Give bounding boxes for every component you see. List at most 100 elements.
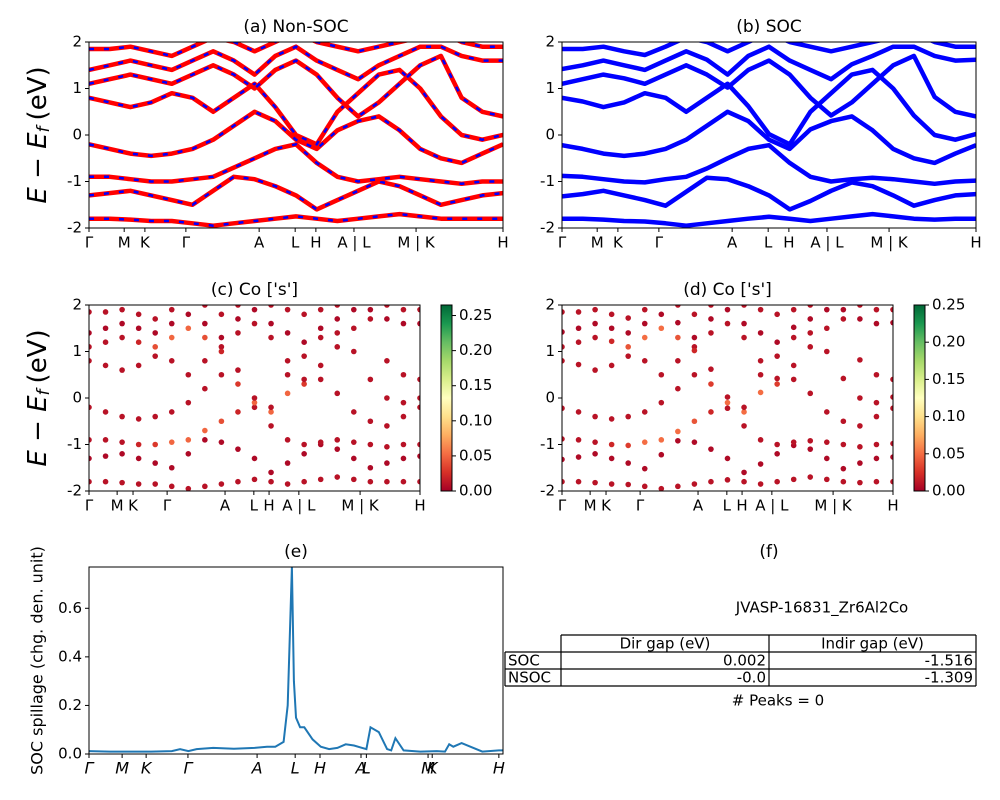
band-point — [675, 358, 681, 364]
x-tick-label: H — [414, 497, 425, 515]
x-tick-label: L — [764, 234, 773, 252]
band-point — [575, 437, 582, 443]
band-point — [873, 371, 880, 378]
band-point — [102, 325, 109, 332]
band-point — [317, 325, 324, 332]
band-point — [857, 305, 863, 308]
x-tick-label: Γ — [182, 234, 191, 252]
y-tick-label: 0 — [72, 126, 82, 144]
band-point — [284, 390, 291, 397]
x-tick-label: Γ — [163, 497, 172, 515]
x-tick-label: A — [251, 759, 263, 778]
band-point — [168, 334, 175, 341]
band-point — [774, 478, 780, 485]
band-point — [724, 394, 731, 400]
band-point — [724, 455, 731, 462]
band-point — [301, 441, 307, 448]
band-point — [202, 483, 208, 490]
band-point — [608, 455, 615, 462]
band-point — [334, 390, 341, 397]
band-point — [691, 311, 698, 318]
band-point — [351, 455, 357, 462]
band-point — [658, 451, 665, 458]
band-point — [807, 390, 814, 397]
band-line — [562, 44, 976, 82]
band-point — [890, 394, 893, 400]
band-point — [301, 381, 307, 387]
band-point — [873, 399, 880, 406]
y-tick-label: 1 — [72, 79, 82, 97]
band-point — [168, 306, 175, 313]
band-point — [135, 362, 142, 369]
band-point — [284, 437, 291, 443]
y-tick-label: 0 — [545, 126, 555, 144]
band-point — [102, 309, 109, 315]
band-dash — [89, 142, 503, 186]
panel-title: (d) Co ['s'] — [683, 280, 772, 300]
x-tick-label: H — [493, 759, 505, 778]
band-point — [102, 478, 109, 485]
band-point — [857, 316, 863, 322]
band-point — [575, 339, 582, 346]
band-point — [790, 334, 797, 341]
band-point — [757, 437, 764, 443]
band-point — [400, 441, 407, 448]
band-point — [417, 441, 420, 448]
band-point — [840, 465, 847, 472]
band-point — [367, 478, 374, 485]
band-point — [824, 348, 830, 355]
colorbar-tick-label: 0.00 — [932, 482, 965, 500]
band-point — [119, 367, 125, 373]
band-point — [575, 409, 582, 415]
band-point — [625, 413, 631, 420]
band-point — [790, 476, 797, 483]
y-tick-label: -2 — [540, 219, 555, 237]
band-point — [400, 399, 407, 406]
band-point — [185, 485, 192, 491]
band-point — [625, 330, 631, 336]
band-point — [592, 439, 598, 445]
band-point — [218, 344, 225, 350]
band-point — [417, 306, 420, 313]
band-point — [218, 481, 225, 487]
band-point — [608, 416, 615, 422]
y-tick-label: 2 — [545, 296, 555, 314]
y-label-unit: (eV) — [23, 66, 53, 120]
band-line — [562, 142, 976, 187]
band-point — [641, 306, 648, 313]
y-tick-label: -2 — [67, 482, 82, 500]
x-tick-label: M — [584, 497, 597, 515]
band-line — [562, 42, 976, 58]
band-point — [774, 451, 780, 457]
colorbar-tick-label: 0.15 — [932, 370, 965, 388]
band-point — [400, 371, 407, 378]
band-point — [317, 362, 324, 369]
band-point — [592, 306, 598, 313]
band-point — [351, 439, 357, 445]
band-point — [824, 476, 830, 483]
band-point — [202, 358, 208, 364]
x-tick-label: M — [591, 234, 604, 252]
band-dash — [89, 110, 503, 165]
band-point — [102, 339, 109, 346]
band-point — [351, 409, 357, 415]
colorbar — [913, 304, 926, 492]
band-point — [691, 439, 698, 445]
x-tick-label: K — [141, 759, 153, 778]
band-point — [641, 320, 648, 327]
x-tick-label: H — [263, 497, 274, 515]
y-tick-label: 1 — [545, 79, 555, 97]
y-axis-label: E − Ef (eV) — [23, 329, 55, 466]
y-tick-label: -2 — [540, 482, 555, 500]
colorbar-tick-label: 0.00 — [459, 482, 492, 500]
band-point — [284, 330, 291, 336]
band-line — [562, 53, 976, 119]
y-tick-label: 0 — [72, 389, 82, 407]
band-point — [235, 316, 241, 322]
x-tick-label: H — [497, 234, 508, 252]
band-point — [400, 455, 407, 462]
band-point — [152, 316, 158, 322]
table-header: Dir gap (eV) — [620, 635, 711, 653]
y-tick-label: -1 — [540, 172, 555, 190]
band-point — [135, 339, 142, 346]
